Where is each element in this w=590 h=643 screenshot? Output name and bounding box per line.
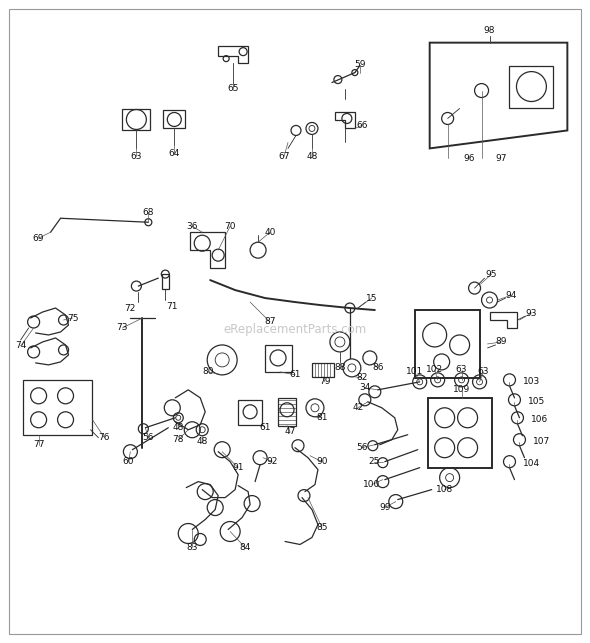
Bar xyxy=(162,274,169,289)
Text: 104: 104 xyxy=(523,459,540,468)
Text: eReplacementParts.com: eReplacementParts.com xyxy=(224,323,366,336)
Text: 66: 66 xyxy=(356,121,368,130)
Text: 47: 47 xyxy=(284,427,296,436)
Text: 70: 70 xyxy=(224,222,236,231)
Text: 56: 56 xyxy=(356,443,368,452)
Text: 25: 25 xyxy=(368,457,379,466)
Text: 48: 48 xyxy=(306,152,317,161)
Bar xyxy=(510,66,553,107)
Text: 98: 98 xyxy=(484,26,495,35)
Text: 84: 84 xyxy=(240,543,251,552)
Bar xyxy=(278,398,296,426)
Text: 100: 100 xyxy=(363,480,381,489)
Text: 94: 94 xyxy=(506,291,517,300)
Text: 99: 99 xyxy=(379,503,391,512)
Text: 89: 89 xyxy=(496,338,507,347)
Text: 42: 42 xyxy=(352,403,363,412)
Text: 102: 102 xyxy=(426,365,443,374)
Text: 63: 63 xyxy=(130,152,142,161)
Text: 56: 56 xyxy=(143,433,154,442)
Text: 108: 108 xyxy=(436,485,453,494)
Text: 67: 67 xyxy=(278,152,290,161)
Text: 95: 95 xyxy=(486,269,497,278)
Text: 73: 73 xyxy=(117,323,128,332)
Bar xyxy=(122,109,150,131)
Text: 15: 15 xyxy=(366,294,378,303)
Text: 63: 63 xyxy=(456,365,467,374)
Text: 63: 63 xyxy=(478,367,489,376)
Text: 80: 80 xyxy=(202,367,214,376)
Text: 85: 85 xyxy=(316,523,327,532)
Text: 78: 78 xyxy=(172,435,184,444)
Text: 88: 88 xyxy=(334,363,346,372)
Text: 61: 61 xyxy=(260,423,271,432)
Text: 90: 90 xyxy=(316,457,327,466)
Text: 107: 107 xyxy=(533,437,550,446)
Text: 101: 101 xyxy=(406,367,424,376)
Text: 64: 64 xyxy=(169,149,180,158)
Text: 79: 79 xyxy=(319,377,330,386)
Text: 68: 68 xyxy=(143,208,154,217)
Text: 96: 96 xyxy=(464,154,476,163)
Text: 71: 71 xyxy=(166,302,178,311)
Text: 87: 87 xyxy=(264,318,276,327)
Text: 75: 75 xyxy=(67,314,78,323)
Text: 69: 69 xyxy=(33,233,44,242)
Text: 93: 93 xyxy=(526,309,537,318)
Text: 82: 82 xyxy=(356,374,368,383)
Text: 77: 77 xyxy=(33,440,44,449)
Text: 91: 91 xyxy=(232,463,244,472)
Text: 105: 105 xyxy=(528,397,545,406)
Text: 92: 92 xyxy=(266,457,278,466)
Text: 109: 109 xyxy=(453,385,470,394)
Text: 48: 48 xyxy=(196,437,208,446)
Bar xyxy=(312,363,334,377)
Text: 59: 59 xyxy=(354,60,366,69)
Text: 103: 103 xyxy=(523,377,540,386)
Text: 65: 65 xyxy=(227,84,239,93)
Text: 86: 86 xyxy=(372,363,384,372)
Text: 36: 36 xyxy=(186,222,198,231)
Text: 72: 72 xyxy=(124,303,136,312)
Bar xyxy=(163,111,185,129)
Text: 76: 76 xyxy=(99,433,110,442)
Text: 74: 74 xyxy=(15,341,27,350)
Text: 34: 34 xyxy=(359,383,371,392)
Text: 48: 48 xyxy=(173,423,184,432)
Text: 81: 81 xyxy=(316,413,327,422)
Text: 106: 106 xyxy=(531,415,548,424)
Text: 97: 97 xyxy=(496,154,507,163)
Text: 83: 83 xyxy=(186,543,198,552)
Text: 61: 61 xyxy=(289,370,301,379)
Text: 60: 60 xyxy=(123,457,134,466)
Text: 40: 40 xyxy=(264,228,276,237)
